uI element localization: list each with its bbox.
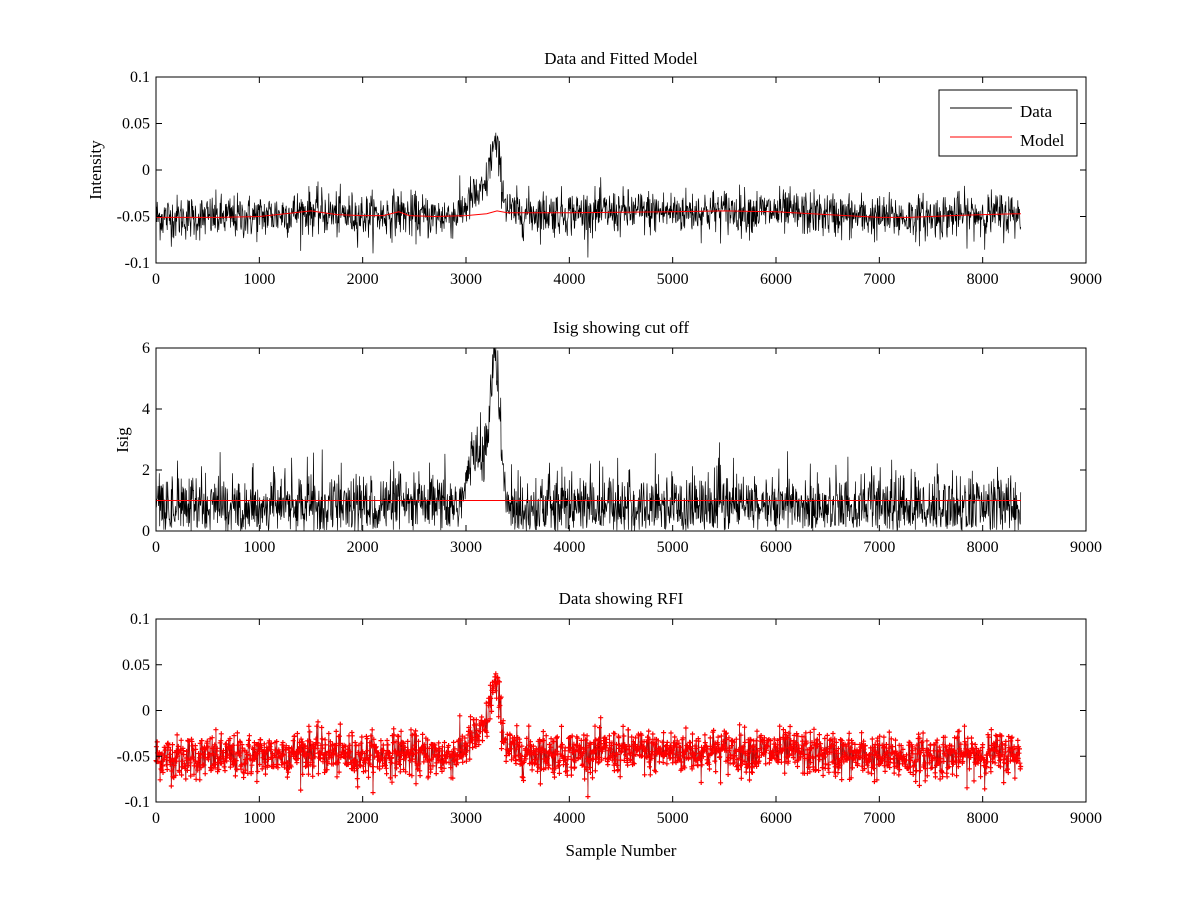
x-tick-label: 2000 xyxy=(347,539,379,556)
axis-ticks: 0 1000 2000 3000 4000 5000 6000 7000 8000 9000 -0.… xyxy=(117,69,1102,288)
x-tick-label: 6000 xyxy=(760,271,792,288)
x-tick-label: 2000 xyxy=(347,810,379,827)
y-tick-label: -0.1 xyxy=(125,255,150,272)
y-tick-label: -0.1 xyxy=(125,794,150,811)
x-tick-label: 6000 xyxy=(760,539,792,556)
x-tick-label: 3000 xyxy=(450,539,482,556)
x-tick-label: 2000 xyxy=(347,271,379,288)
y-tick-label: 0.05 xyxy=(122,657,150,674)
x-tick-label: 7000 xyxy=(863,271,895,288)
series-marks xyxy=(155,347,1022,532)
legend: Data Model xyxy=(938,89,1078,157)
panel-isig-showing-cut-off: 0 1000 2000 3000 4000 5000 6000 7000 8000 9000 0 2 4… xyxy=(113,318,1102,556)
chart-title: Data showing RFI xyxy=(559,589,684,608)
x-tick-label: 1000 xyxy=(243,271,275,288)
axis-ticks: 0 1000 2000 3000 4000 5000 6000 7000 8000 9000 -0.… xyxy=(117,611,1102,827)
x-tick-label: 0 xyxy=(152,271,160,288)
y-tick-label: 0.05 xyxy=(122,116,150,133)
x-tick-label: 8000 xyxy=(967,271,999,288)
x-tick-label: 9000 xyxy=(1070,810,1102,827)
chart-title: Data and Fitted Model xyxy=(544,49,698,68)
x-tick-label: 1000 xyxy=(243,539,275,556)
series-line-isig xyxy=(155,347,1022,532)
y-tick-label: 4 xyxy=(142,401,150,418)
series-line-rfi xyxy=(155,673,1021,797)
legend-label-data: Data xyxy=(1020,102,1053,121)
plot-area xyxy=(156,77,1086,263)
panel-data-showing-rfi: 0 1000 2000 3000 4000 5000 6000 7000 8000 9000 -0.… xyxy=(117,589,1102,860)
y-tick-label: 0 xyxy=(142,703,150,720)
x-tick-label: 3000 xyxy=(450,271,482,288)
y-tick-label: 6 xyxy=(142,340,150,357)
x-tick-label: 4000 xyxy=(553,810,585,827)
chart-title: Isig showing cut off xyxy=(553,318,689,337)
series-marks xyxy=(155,132,1022,258)
axes-frame xyxy=(155,347,1087,532)
x-tick-label: 7000 xyxy=(863,539,895,556)
y-axis-label: Intensity xyxy=(86,140,105,200)
x-tick-label: 7000 xyxy=(863,810,895,827)
x-tick-label: 1000 xyxy=(243,810,275,827)
y-axis-label: Isig xyxy=(113,427,132,453)
y-tick-label: 0 xyxy=(142,523,150,540)
panel-data-and-fitted-model: 0 1000 2000 3000 4000 5000 6000 7000 8000 9000 -0.… xyxy=(86,49,1102,288)
plot-area xyxy=(156,619,1086,802)
x-tick-label: 6000 xyxy=(760,810,792,827)
series-line-data xyxy=(155,132,1022,258)
y-tick-label: -0.05 xyxy=(117,748,150,765)
x-tick-label: 9000 xyxy=(1070,271,1102,288)
y-tick-label: 0.1 xyxy=(130,611,150,628)
legend-box xyxy=(938,89,1078,157)
x-tick-label: 3000 xyxy=(450,810,482,827)
x-tick-label: 9000 xyxy=(1070,539,1102,556)
x-tick-label: 5000 xyxy=(657,271,689,288)
y-tick-label: 0.1 xyxy=(130,69,150,86)
x-tick-label: 8000 xyxy=(967,810,999,827)
x-tick-label: 5000 xyxy=(657,539,689,556)
y-tick-label: 0 xyxy=(142,162,150,179)
x-tick-label: 0 xyxy=(152,539,160,556)
x-tick-label: 8000 xyxy=(967,539,999,556)
series-line-model xyxy=(156,210,1021,218)
x-tick-label: 4000 xyxy=(553,539,585,556)
x-tick-label: 0 xyxy=(152,810,160,827)
x-axis-label: Sample Number xyxy=(566,841,677,860)
axis-ticks: 0 1000 2000 3000 4000 5000 6000 7000 8000 9000 0 2 4… xyxy=(142,340,1102,556)
y-tick-label: 2 xyxy=(142,462,150,479)
y-tick-label: -0.05 xyxy=(117,209,150,226)
x-tick-label: 4000 xyxy=(553,271,585,288)
x-tick-label: 5000 xyxy=(657,810,689,827)
legend-label-model: Model xyxy=(1020,131,1065,150)
